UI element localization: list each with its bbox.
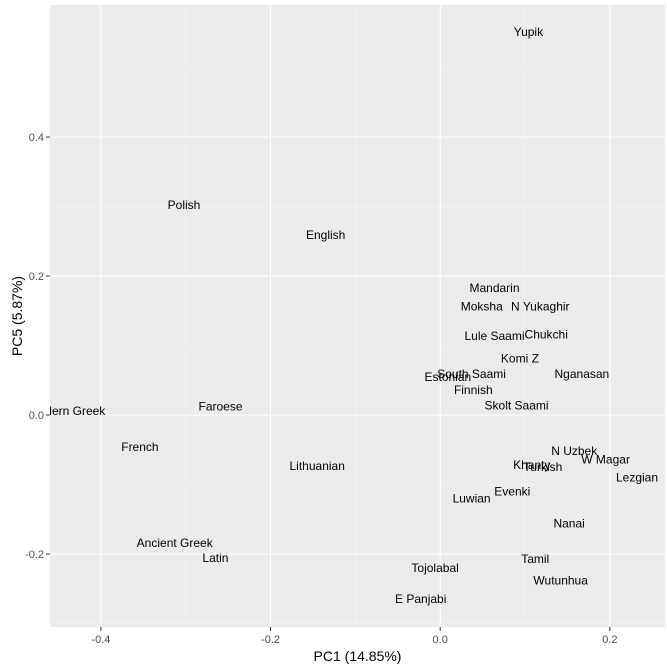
y-tick-label: 0.0 [29, 410, 44, 422]
point-label: N Yukaghir [511, 300, 569, 314]
point-label: Ancient Greek [137, 536, 214, 550]
point-labels: Yupik Polish English Mandarin Moksha N Yukagh… [29, 25, 658, 606]
point-label: Moksha [461, 300, 503, 314]
point-label: Latin [202, 551, 228, 565]
point-label: Nanai [553, 516, 584, 530]
point-label: Polish [168, 198, 201, 212]
minor-gridlines [50, 5, 665, 627]
point-label: Tamil [521, 552, 549, 566]
point-label: Faroese [198, 400, 242, 414]
point-label: Khanty [513, 458, 550, 472]
point-label: Chukchi [525, 327, 568, 341]
point-label: Yupik [514, 25, 544, 39]
plot-panel [50, 5, 665, 627]
point-label: Turkish [523, 460, 562, 474]
y-tick-label: 0.2 [29, 271, 44, 283]
point-label: English [306, 228, 345, 242]
point-label: Wutunhua [533, 573, 588, 587]
y-axis-title: PC5 (5.87%) [9, 276, 25, 356]
point-label: N Uzbek [551, 444, 598, 458]
y-axis: -0.2 0.0 0.2 0.4 [25, 132, 50, 561]
point-label: Skolt Saami [485, 398, 549, 412]
major-gridlines [50, 5, 665, 627]
point-label: Modern Greek [29, 404, 107, 418]
point-label: French [121, 440, 158, 454]
y-tick-label: 0.4 [29, 132, 44, 144]
point-label: Finnish [454, 383, 493, 397]
point-label: Estonian [424, 370, 471, 384]
x-tick-label: -0.2 [261, 634, 280, 646]
point-label: Lezgian [616, 471, 658, 485]
x-tick-label: -0.4 [91, 634, 110, 646]
point-label: Mandarin [469, 281, 519, 295]
point-label: Luwian [453, 491, 491, 505]
x-tick-label: 0.0 [433, 634, 448, 646]
x-tick-label: 0.2 [602, 634, 617, 646]
point-label: South Saami [437, 367, 506, 381]
y-tick-label: -0.2 [25, 549, 44, 561]
x-axis: -0.4 -0.2 0.0 0.2 [91, 627, 618, 646]
point-label: E Panjabi [395, 592, 446, 606]
point-label: W Magar [581, 453, 630, 467]
point-label: Tojolabal [411, 561, 458, 575]
x-axis-title: PC1 (14.85%) [314, 648, 402, 664]
point-label: Lule Saami [464, 329, 524, 343]
point-label: Komi Z [501, 352, 539, 366]
point-label: Nganasan [555, 367, 610, 381]
point-label: Lithuanian [290, 459, 345, 473]
point-label: Evenki [494, 484, 530, 498]
